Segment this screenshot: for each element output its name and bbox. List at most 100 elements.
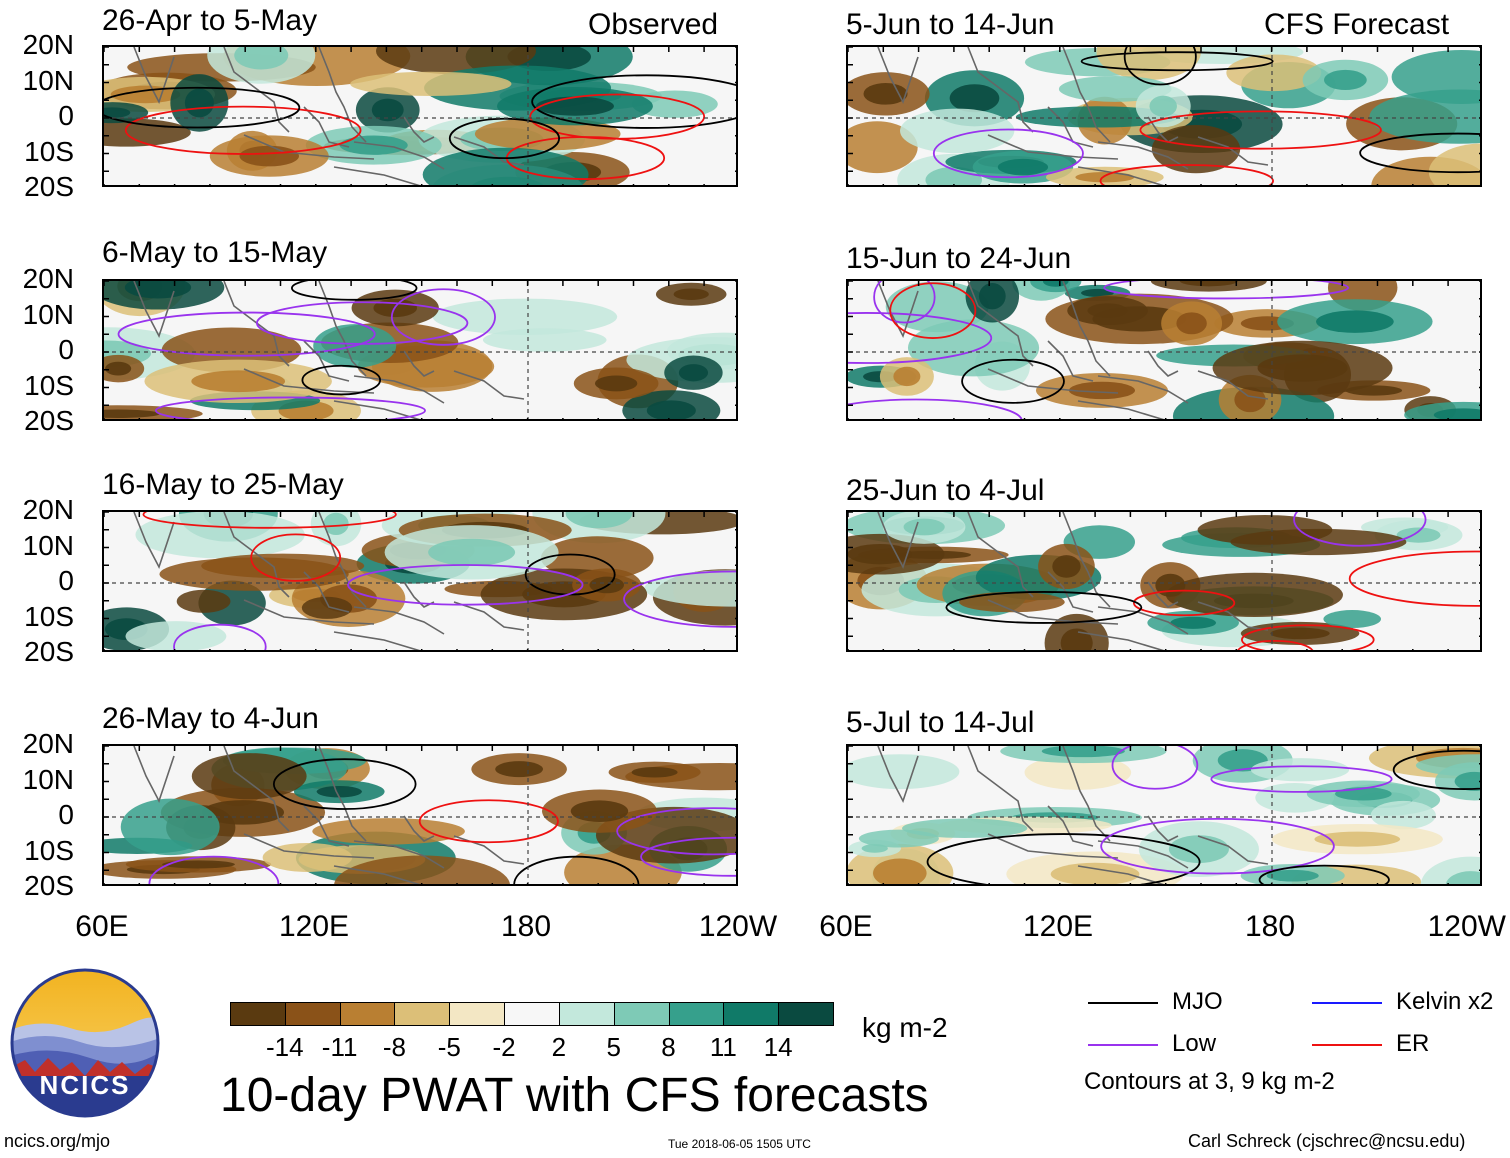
colorbar-swatch <box>723 1002 780 1026</box>
contour-line <box>124 105 362 155</box>
contour-line <box>1392 749 1480 790</box>
contour-line <box>945 591 1143 624</box>
axis-ticks <box>848 512 1480 650</box>
contour-line <box>1080 51 1274 72</box>
contour-line <box>448 117 561 160</box>
map-plot <box>848 47 1480 185</box>
panel-title: 5-Jun to 14-Jun <box>846 8 1055 41</box>
site-link[interactable]: ncics.org/mjo <box>4 1131 111 1151</box>
contour-line <box>272 758 417 810</box>
contour-line <box>961 358 1065 404</box>
anomaly-field <box>104 746 736 884</box>
longitude-tick-label: 120E <box>278 910 350 943</box>
contour-line <box>173 623 267 650</box>
latitude-tick-label: 10N <box>22 763 74 795</box>
map-panel <box>102 279 738 421</box>
colorbar-swatch <box>449 1002 506 1026</box>
axis-ticks <box>848 47 1480 185</box>
contour-line <box>1103 281 1349 300</box>
colorbar-units: kg m-2 <box>862 1012 948 1043</box>
contour-line <box>104 86 301 129</box>
longitude-tick-label: 60E <box>75 910 129 943</box>
legend-swatch <box>1088 1044 1158 1046</box>
longitude-tick-label: 180 <box>500 910 552 943</box>
contour-line <box>623 570 736 628</box>
colorbar-swatch <box>339 1002 396 1026</box>
latitude-tick-label: 20S <box>24 171 74 202</box>
contour-line <box>889 282 977 339</box>
contour-line <box>148 855 280 884</box>
map-plot <box>104 512 736 650</box>
longitude-tick-label: 120W <box>698 910 778 943</box>
latitude-tick-label: 0 <box>58 565 74 596</box>
colorbar-tick-label: -5 <box>437 1032 461 1062</box>
contour-line <box>926 833 1201 884</box>
colorbar-tick-label: 11 <box>709 1032 737 1062</box>
latitude-tick-label: 20N <box>22 728 74 759</box>
contour-line <box>1132 589 1236 617</box>
contour-line <box>1293 512 1427 547</box>
contour-line <box>1123 47 1197 86</box>
contour-line <box>932 128 1084 179</box>
colorbar-swatch <box>230 1002 286 1026</box>
logo-text: NCICS <box>39 1070 131 1100</box>
latitude-tick-label: 10N <box>22 298 74 330</box>
map-panel <box>102 510 738 652</box>
contour-line <box>155 396 426 419</box>
author-credit: Carl Schreck (cjschrec@ncsu.edu) <box>1188 1131 1466 1151</box>
longitude-tick-label: 60E <box>819 910 873 943</box>
contour-line <box>117 311 376 357</box>
map-panel <box>102 45 738 187</box>
colorbar-tick-label: -11 <box>321 1032 358 1062</box>
colorbar-swatch <box>558 1002 615 1026</box>
panel-title: 6-May to 15-May <box>102 236 328 269</box>
contour-line <box>1359 132 1480 174</box>
contour-line <box>1210 765 1393 793</box>
latitude-tick-label: 10S <box>24 600 74 632</box>
contour-line <box>347 564 584 606</box>
latitude-tick-label: 10S <box>24 369 74 401</box>
panel-title: 26-Apr to 5-May <box>102 4 318 37</box>
colorbar-tick-label: 8 <box>661 1032 676 1062</box>
latitude-tick-label: 20N <box>22 263 74 294</box>
anomaly-field <box>104 47 736 185</box>
contour-note: Contours at 3, 9 kg m-2 <box>1084 1068 1335 1095</box>
latitude-tick-label: 20S <box>24 405 74 436</box>
map-panel <box>846 510 1482 652</box>
latitude-tick-label: 20N <box>22 494 74 525</box>
latitude-tick-label: 10N <box>22 529 74 561</box>
axis-ticks <box>104 281 736 419</box>
latitude-tick-label: 10S <box>24 135 74 167</box>
axis-ticks <box>848 281 1480 419</box>
coastlines <box>877 47 1269 185</box>
axis-ticks <box>104 47 736 185</box>
legend-swatch <box>1312 1044 1382 1046</box>
observed-label: Observed <box>588 8 719 41</box>
longitude-tick-label: 120E <box>1022 910 1094 943</box>
axis-ticks <box>104 746 736 884</box>
colorbar-swatch <box>394 1002 451 1026</box>
contour-line <box>390 288 496 346</box>
timestamp: Tue 2018-06-05 1505 UTC <box>668 1137 811 1151</box>
coastlines <box>133 512 525 650</box>
latitude-tick-label: 0 <box>58 799 74 830</box>
panel-title: 16-May to 25-May <box>102 468 344 501</box>
legend-label: MJO <box>1172 988 1223 1015</box>
ncics-logo-icon <box>10 968 160 1118</box>
map-plot <box>104 746 736 884</box>
colorbar-tick-label: 2 <box>551 1032 567 1062</box>
legend-label: Kelvin x2 <box>1396 988 1494 1015</box>
latitude-tick-label: 0 <box>58 334 74 365</box>
longitude-tick-label: 180 <box>1244 910 1296 943</box>
colorbar-tick-label: -14 <box>266 1032 304 1062</box>
legend-label: ER <box>1396 1030 1430 1057</box>
panel-title: 25-Jun to 4-Jul <box>846 474 1045 507</box>
axis-ticks <box>848 746 1480 884</box>
map-plot <box>848 746 1480 884</box>
colorbar-tick-label: -2 <box>492 1032 516 1062</box>
latitude-tick-label: 10S <box>24 834 74 866</box>
contour-line <box>250 533 342 582</box>
contour-line <box>873 281 936 324</box>
colorbar-tick-label: 14 <box>763 1032 793 1062</box>
colorbar-swatch <box>778 1002 834 1026</box>
